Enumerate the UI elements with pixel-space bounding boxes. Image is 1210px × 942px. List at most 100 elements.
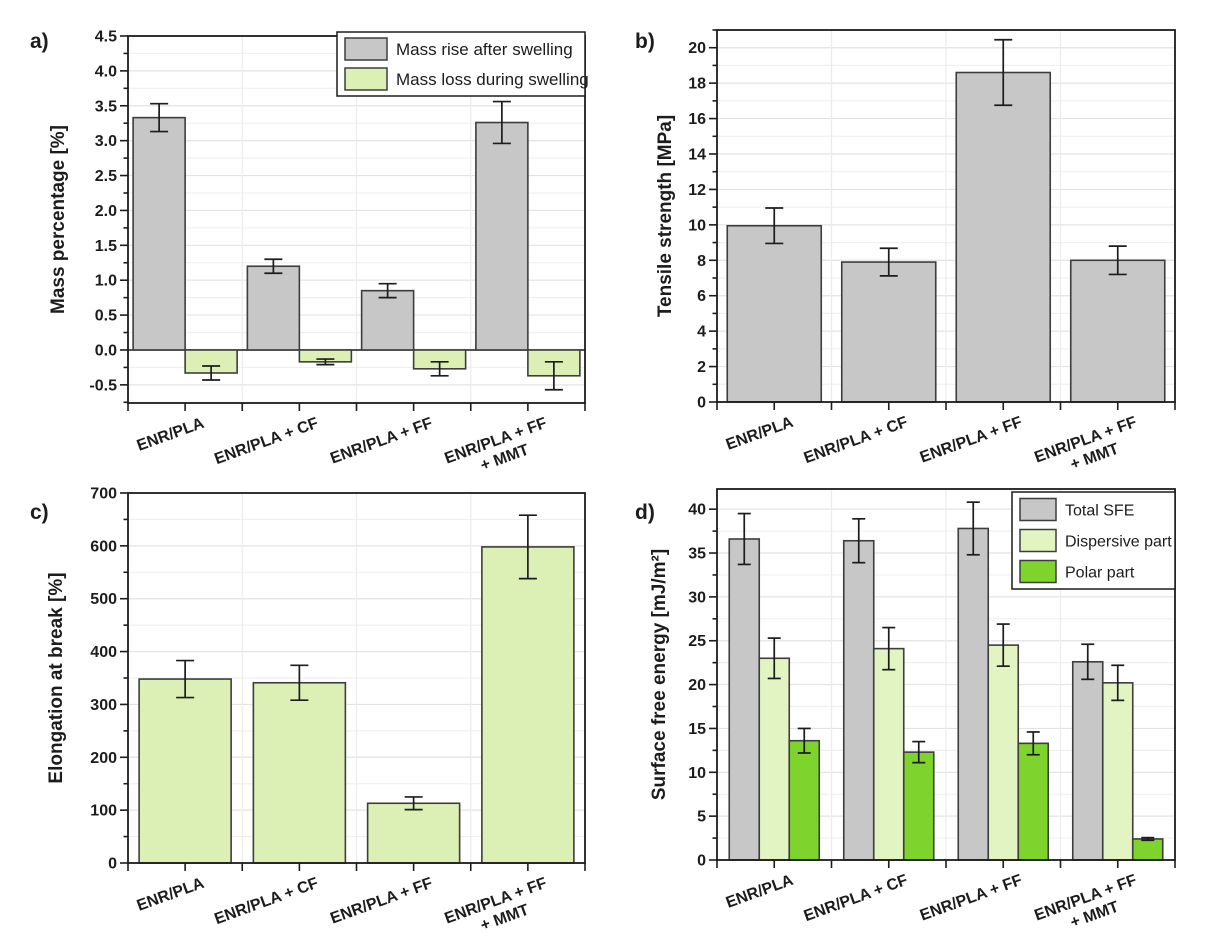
bar (360, 289, 415, 351)
category-label-line: ENR/PLA + CF (212, 875, 321, 928)
panel-b-tensile-strength: 0 2 4 6 8 10 12 14 16 18 20 ENR/PLA ENR/PLA + CF ENR/… (605, 0, 1210, 474)
y-tick-label: 1.5 (95, 238, 117, 255)
bar (872, 647, 905, 861)
y-tick-label: 0.5 (95, 308, 117, 325)
y-tick-label: 2.0 (95, 203, 117, 220)
panel-letter: b) (635, 30, 655, 53)
legend-label: Mass rise after swelling (396, 40, 573, 59)
chart-c: 0 100 200 300 400 500 600 700 ENR/PLA ENR/PLA + C… (30, 486, 586, 935)
bar (481, 546, 575, 864)
bar (1017, 742, 1050, 861)
y-tick-label: 700 (90, 486, 117, 503)
category-label: ENR/PLA + CF (212, 875, 321, 928)
category-label: ENR/PLA + FF (328, 415, 435, 468)
panel-c-elongation: 0 100 200 300 400 500 600 700 ENR/PLA ENR/PLA + C… (0, 471, 605, 942)
bar (726, 224, 823, 403)
bar (366, 802, 461, 864)
category-label: ENR/PLA (135, 415, 207, 455)
y-tick-label: 0.0 (95, 342, 117, 359)
bar (842, 539, 875, 861)
panel-d-surface-free-energy: 0 5 10 15 20 25 30 35 40 ENR/PLA ENR/PLA + CF ENR/P… (605, 471, 1210, 942)
y-tick-label: 40 (688, 502, 706, 519)
category-label-line: ENR/PLA + CF (212, 415, 321, 468)
category-label-line: ENR/PLA + CF (802, 872, 911, 925)
y-tick-label: 3.0 (95, 133, 117, 150)
bar (788, 739, 821, 861)
bar (132, 116, 186, 351)
legend-label: Mass loss during swelling (396, 70, 589, 89)
category-label: ENR/PLA + FF+ MMT (442, 415, 549, 475)
bar (138, 678, 232, 864)
y-axis-title: Surface free energy [mJ/m²] (649, 549, 670, 800)
y-tick-label: 0 (108, 856, 117, 873)
legend-swatch (344, 37, 388, 61)
y-axis-title: Tensile strength [MPa] (655, 115, 676, 317)
y-tick-label: 35 (688, 546, 706, 563)
y-tick-label: 16 (688, 111, 706, 128)
category-label: ENR/PLA (724, 872, 796, 912)
category-label: ENR/PLA + FF+ MMT (442, 875, 549, 935)
y-tick-label: 2.5 (95, 168, 117, 185)
category-label: ENR/PLA + FF (328, 875, 435, 928)
y-tick-label: 4.0 (95, 63, 117, 80)
category-label-line: ENR/PLA + CF (802, 414, 911, 467)
y-tick-label: 4 (697, 324, 706, 341)
y-tick-label: 5 (697, 809, 706, 826)
category-label: ENR/PLA + CF (212, 415, 321, 468)
y-tick-label: 400 (90, 644, 117, 661)
bar (252, 681, 347, 864)
bar (987, 644, 1020, 861)
y-tick-label: 3.5 (95, 98, 117, 115)
legend-label: Polar part (1065, 565, 1135, 582)
y-tick-label: 1.0 (95, 273, 117, 290)
bar (955, 71, 1052, 403)
y-tick-label: 18 (688, 76, 706, 93)
y-tick-label: 15 (688, 721, 706, 738)
panel-letter: c) (30, 501, 49, 524)
panel-letter: d) (635, 501, 655, 524)
category-label-line: ENR/PLA + FF (918, 872, 1025, 925)
category-label: ENR/PLA (724, 414, 796, 454)
y-tick-label: 0 (697, 395, 706, 412)
y-tick-label: 2 (697, 359, 706, 376)
y-tick-label: -0.5 (89, 377, 117, 394)
bar (902, 751, 935, 861)
category-label: ENR/PLA + CF (802, 872, 911, 925)
bar (1101, 682, 1134, 861)
category-label-line: ENR/PLA (724, 872, 796, 912)
category-label-line: ENR/PLA + FF (328, 875, 435, 928)
category-label: ENR/PLA (135, 875, 207, 915)
bar (1069, 259, 1166, 403)
chart-a: -0.5 0.0 0.5 1.0 1.5 2.0 2.5 3.0 3.5 4.0 4.5 ENR/PL… (30, 29, 589, 475)
category-label: ENR/PLA + FF+ MMT (1032, 414, 1139, 474)
category-label-line: ENR/PLA (135, 415, 207, 455)
y-tick-label: 300 (90, 697, 117, 714)
legend-label: Total SFE (1065, 503, 1134, 520)
y-tick-label: 14 (688, 147, 706, 164)
bar (1131, 838, 1164, 861)
category-label-line: ENR/PLA + FF (328, 415, 435, 468)
y-tick-label: 4.5 (95, 29, 117, 46)
legend-label: Dispersive part (1065, 534, 1172, 551)
bar (1071, 660, 1104, 861)
y-tick-label: 20 (688, 40, 706, 57)
y-tick-label: 30 (688, 589, 706, 606)
category-label-line: ENR/PLA + FF (918, 414, 1025, 467)
bar (840, 261, 937, 403)
y-axis-title: Mass percentage [%] (48, 125, 69, 314)
y-axis-title: Elongation at break [%] (46, 572, 67, 783)
y-tick-label: 200 (90, 750, 117, 767)
bar (728, 538, 761, 861)
panel-letter: a) (30, 30, 49, 53)
y-tick-label: 600 (90, 538, 117, 555)
category-label: ENR/PLA + FF+ MMT (1032, 872, 1139, 932)
category-label: ENR/PLA + FF (918, 872, 1025, 925)
legend-swatch (344, 67, 388, 91)
bar (475, 121, 529, 351)
y-tick-label: 100 (90, 803, 117, 820)
y-tick-label: 20 (688, 677, 706, 694)
y-tick-label: 10 (688, 217, 706, 234)
